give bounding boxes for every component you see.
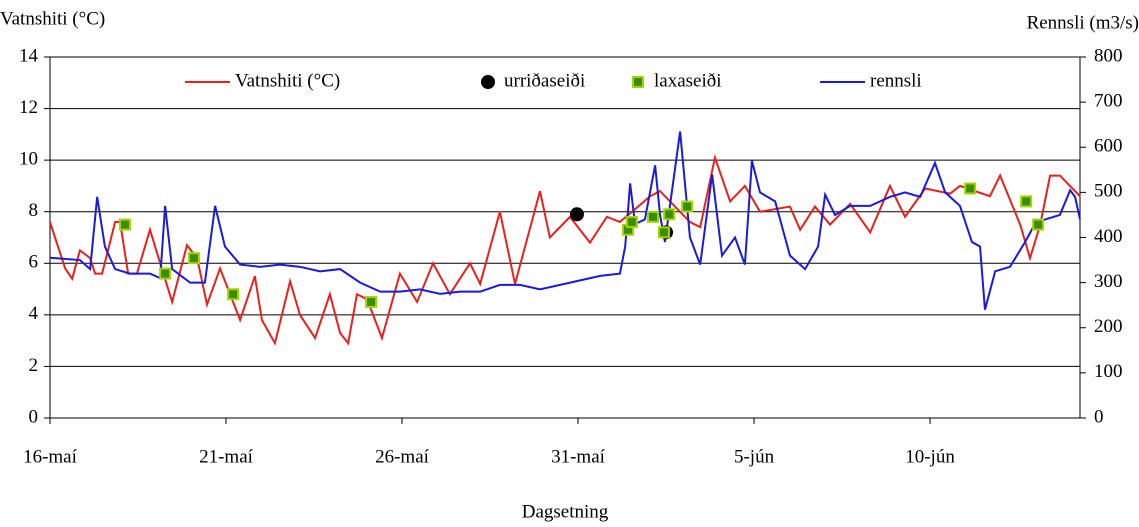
data-point <box>657 226 670 239</box>
y2-tick-label: 0 <box>1094 406 1104 427</box>
legend-label: laxaseiði <box>654 70 722 91</box>
y2-tick-label: 400 <box>1094 226 1123 247</box>
x-tick-label: 21-maí <box>199 446 254 467</box>
legend-swatch <box>481 75 495 89</box>
data-point <box>159 267 172 280</box>
data-point <box>663 208 676 221</box>
data-point <box>569 207 584 222</box>
x-tick-label: 5-jún <box>734 446 775 467</box>
x-tick-label: 31-maí <box>551 446 606 467</box>
data-point <box>1020 195 1033 208</box>
y2-tick-label: 100 <box>1094 361 1123 382</box>
y-tick-label: 6 <box>29 252 39 273</box>
y-tick-label: 10 <box>19 149 38 170</box>
data-point <box>187 252 200 265</box>
y2-tick-label: 600 <box>1094 136 1123 157</box>
y-tick-label: 12 <box>19 97 38 118</box>
x-tick-label: 16-maí <box>23 446 78 467</box>
legend-label: Vatnshiti (°C) <box>235 70 340 91</box>
legend-label: urriðaseiði <box>504 70 585 91</box>
data-point <box>1032 218 1045 231</box>
data-line <box>49 131 1081 310</box>
data-point <box>227 288 240 301</box>
data-point <box>681 200 694 213</box>
x-tick-label: 26-maí <box>375 446 430 467</box>
data-point <box>118 218 131 231</box>
y2-axis-title: Rennsli (m3/s) <box>1027 12 1139 33</box>
y2-tick-label: 700 <box>1094 90 1123 111</box>
data-point <box>365 295 378 308</box>
y-tick-label: 14 <box>19 45 39 66</box>
legend-swatch <box>632 76 644 88</box>
y2-tick-label: 300 <box>1094 271 1123 292</box>
y2-tick-label: 800 <box>1094 45 1123 66</box>
legend-label: rennsli <box>870 70 922 91</box>
x-axis-title: Dagsetning <box>522 501 609 522</box>
x-tick-label: 10-jún <box>905 446 955 467</box>
y2-tick-label: 200 <box>1094 316 1123 337</box>
data-point <box>647 210 660 223</box>
y2-tick-label: 500 <box>1094 181 1123 202</box>
y-tick-label: 0 <box>29 406 39 427</box>
y-tick-label: 8 <box>29 200 39 221</box>
y-tick-label: 4 <box>29 303 39 324</box>
data-point <box>964 182 977 195</box>
y-axis-title: Vatnshiti (°C) <box>0 8 105 29</box>
data-point <box>625 216 638 229</box>
data-line <box>49 153 1081 346</box>
legend-box <box>175 66 945 98</box>
y-tick-label: 2 <box>29 355 39 376</box>
